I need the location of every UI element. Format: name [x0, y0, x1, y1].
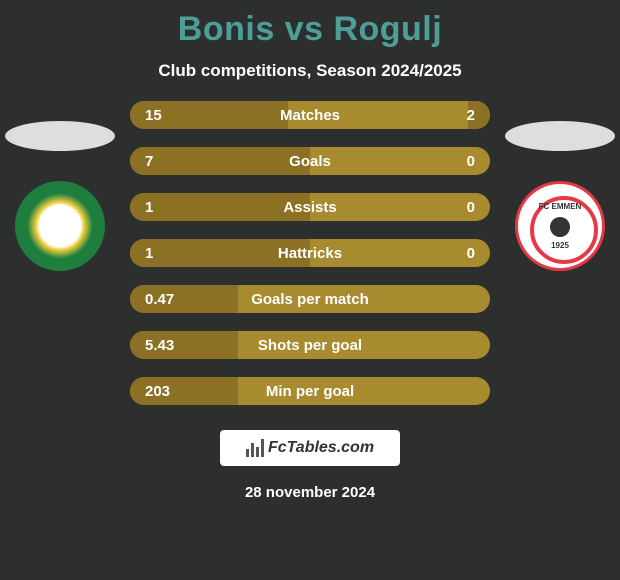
ball-icon — [550, 217, 570, 237]
stat-value-left: 1 — [145, 199, 153, 216]
subtitle: Club competitions, Season 2024/2025 — [0, 61, 620, 81]
stat-row-min-per-goal: 203 Min per goal — [130, 377, 490, 405]
logo-right-year: 1925 — [551, 241, 569, 250]
main-container: Bonis vs Rogulj Club competitions, Seaso… — [0, 0, 620, 580]
stat-row-goals-per-match: 0.47 Goals per match — [130, 285, 490, 313]
footer-brand-logo[interactable]: FcTables.com — [220, 430, 400, 466]
stat-value-right: 2 — [467, 107, 475, 124]
stat-value-left: 15 — [145, 107, 162, 124]
stat-label: Shots per goal — [258, 337, 362, 354]
stat-value-right: 0 — [467, 153, 475, 170]
player-right-shadow — [505, 121, 615, 151]
page-title: Bonis vs Rogulj — [0, 10, 620, 49]
stat-value-left: 0.47 — [145, 291, 174, 308]
stat-label: Min per goal — [266, 383, 354, 400]
stat-fill-left — [130, 147, 310, 175]
stat-value-right: 0 — [467, 245, 475, 262]
stat-value-right: 0 — [467, 199, 475, 216]
chart-bars-icon — [246, 439, 264, 457]
stat-value-left: 7 — [145, 153, 153, 170]
stat-row-shots-per-goal: 5.43 Shots per goal — [130, 331, 490, 359]
footer-brand-text: FcTables.com — [268, 439, 374, 457]
stat-row-goals: 7 Goals 0 — [130, 147, 490, 175]
stat-value-left: 203 — [145, 383, 170, 400]
stat-label: Goals — [289, 153, 331, 170]
content-row: 15 Matches 2 7 Goals 0 1 Assists 0 — [0, 101, 620, 405]
right-player-column: FC EMMEN 1925 — [500, 101, 620, 271]
date-label: 28 november 2024 — [0, 484, 620, 501]
team-logo-right: FC EMMEN 1925 — [515, 181, 605, 271]
stat-label: Goals per match — [251, 291, 369, 308]
stat-value-left: 1 — [145, 245, 153, 262]
team-logo-left — [15, 181, 105, 271]
stat-label: Matches — [280, 107, 340, 124]
stat-value-left: 5.43 — [145, 337, 174, 354]
stats-column: 15 Matches 2 7 Goals 0 1 Assists 0 — [130, 101, 490, 405]
logo-right-text: FC EMMEN — [539, 202, 582, 211]
stat-label: Hattricks — [278, 245, 342, 262]
stat-row-matches: 15 Matches 2 — [130, 101, 490, 129]
stat-label: Assists — [283, 199, 336, 216]
player-left-shadow — [5, 121, 115, 151]
left-player-column — [0, 101, 120, 271]
stat-row-assists: 1 Assists 0 — [130, 193, 490, 221]
stat-row-hattricks: 1 Hattricks 0 — [130, 239, 490, 267]
